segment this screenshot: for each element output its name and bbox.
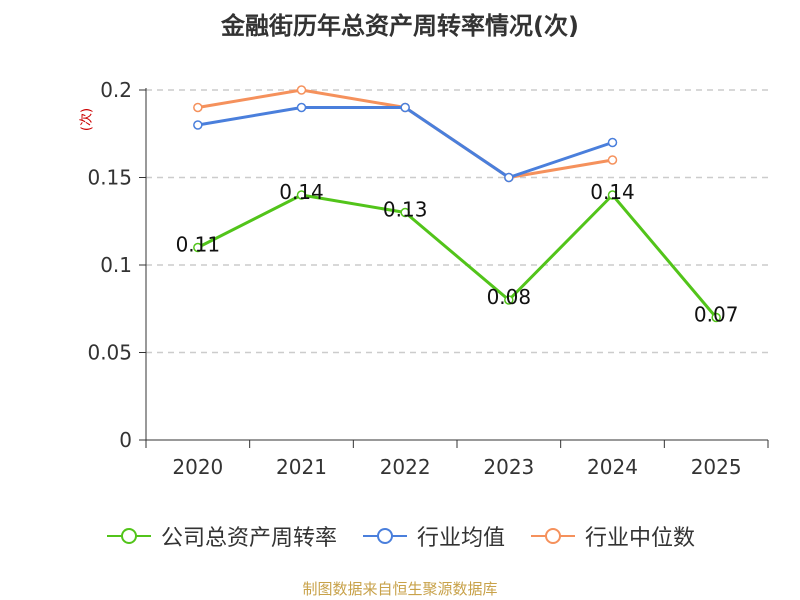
legend-marker-company [106,528,151,544]
x-tick-label: 2023 [483,455,534,479]
data-label: 0.11 [176,233,221,257]
data-label: 0.13 [383,198,428,222]
data-point-1 [504,172,514,183]
data-point-0 [193,242,203,253]
data-point-1 [296,102,307,113]
data-point-0 [400,207,410,218]
data-label: 0.14 [590,180,635,204]
data-point-2 [193,102,203,113]
data-point-0 [711,312,721,323]
x-tick-label: 2022 [380,455,431,479]
data-point-2 [296,85,307,95]
legend-marker-industry-mean [362,528,407,544]
x-tick-label: 2025 [691,455,742,479]
legend-item-industry-mean[interactable]: 行业均值 [361,520,505,552]
legend-label-company: 公司总资产周转率 [160,526,337,551]
legend-label-industry-median: 行业中位数 [585,526,696,551]
data-point-1 [607,137,618,148]
series-line-1 [197,106,613,179]
data-point-0 [296,190,307,200]
y-tick-label: 0.15 [87,166,132,190]
legend: 公司总资产周转率 行业均值 行业中位数 [0,520,800,552]
chart-title: 金融街历年总资产周转率情况(次) [221,12,579,40]
y-tick-label: 0.1 [100,253,132,277]
x-tick-label: 2020 [172,455,223,479]
legend-item-industry-median[interactable]: 行业中位数 [529,520,695,552]
data-label: 0.07 [694,303,739,327]
data-point-0 [607,190,618,200]
data-point-2 [607,155,618,165]
y-tick-label: 0.2 [100,78,132,102]
data-label: 0.08 [487,285,532,309]
line-chart: 0 0.05 0.1 0.15 0.2 2020 2021 2022 2023 2024 2025 0… [87,78,769,479]
x-tick-label: 2024 [587,455,638,479]
series-line-0 [197,193,718,319]
legend-item-company[interactable]: 公司总资产周转率 [105,520,337,552]
y-tick-label: 0.05 [87,341,132,365]
x-tick-label: 2021 [276,455,327,479]
legend-marker-industry-median [531,528,575,544]
data-point-0 [504,295,514,305]
data-point-1 [193,120,203,130]
legend-label-industry-mean: 行业均值 [416,526,505,551]
y-tick-label: 0 [119,428,132,452]
data-label: 0.14 [279,180,324,204]
source-note: 制图数据来自恒生聚源数据库 [302,580,498,598]
data-point-1 [400,102,410,113]
